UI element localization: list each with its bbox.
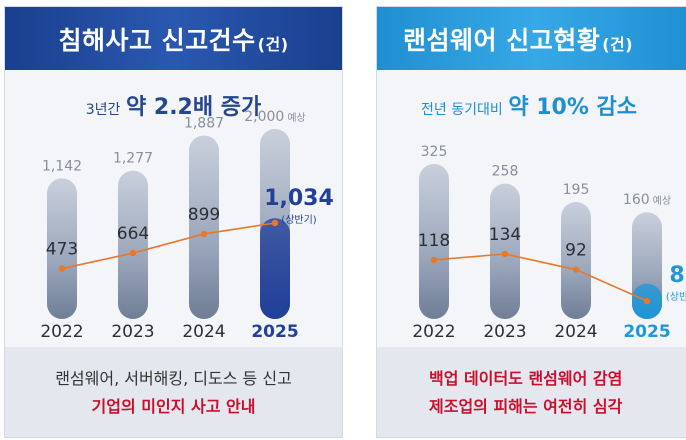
category-label-2024: 2024 (554, 322, 597, 342)
expected-note: 예상 (653, 195, 671, 207)
summary-text: 3년간 약 2.2배 증가 (5, 89, 342, 121)
panel-header: 랜섬웨어 신고현황 (건) (377, 7, 686, 70)
ransomware-chart: 325 2022 258 2023 195 2024 160 예상 2025 118 134 92 8 (… (412, 144, 686, 342)
value-label-2025: 1,034 (264, 186, 334, 211)
category-label-2023: 2023 (111, 322, 154, 342)
bar-value-2025 (260, 218, 290, 319)
value-label-2022: 118 (418, 231, 450, 251)
value-point-2023 (129, 249, 137, 257)
period-note: (상반 (666, 291, 686, 303)
bar-total-2023 (118, 170, 148, 319)
value-label-2024: 92 (565, 241, 587, 261)
value-label-2023: 134 (489, 225, 521, 245)
panel-footer: 랜섬웨어, 서버해킹, 디도스 등 신고 기업의 미인지 사고 안내 (5, 347, 342, 437)
value-label-2024: 899 (188, 205, 220, 225)
footer-line-2: 기업의 미인지 사고 안내 (91, 397, 256, 416)
panel-title: 침해사고 신고건수 (58, 25, 256, 55)
value-line (61, 222, 276, 270)
value-label-2025: 8 (669, 263, 684, 288)
summary-prefix: 전년 동기대비 (421, 102, 503, 118)
incident-chart: 1,142 2022 1,277 2023 1,887 2024 2,000 예상 2025 47… (40, 109, 334, 342)
expected-note: 예상 (287, 112, 305, 124)
total-label-2023: 258 (492, 164, 519, 180)
category-label-2025: 2025 (251, 322, 298, 342)
total-label-2024: 1,887 (184, 115, 224, 131)
incident-reports-panel: 침해사고 신고건수 (건) 3년간 약 2.2배 증가 1,142 2022 1,2… (4, 6, 343, 438)
bar-total-2022 (419, 164, 449, 319)
bar-total-2024 (189, 135, 219, 319)
ransomware-reports-panel: 랜섬웨어 신고현황 (건) 전년 동기대비 약 10% 감소 325 2022 25… (376, 6, 686, 438)
category-label-2022: 2022 (412, 322, 455, 342)
total-label-2022: 1,142 (42, 158, 82, 174)
period-note: (상반기) (281, 214, 317, 226)
value-point-2022 (430, 256, 438, 264)
total-label-2025: 2,000 예상 (244, 109, 306, 125)
footer-line-1: 랜섬웨어, 서버해킹, 디도스 등 신고 (55, 369, 292, 388)
value-point-2023 (501, 250, 509, 258)
value-point-2025 (271, 219, 279, 227)
value-label-2022: 473 (46, 240, 78, 260)
footer-line-2: 제조업의 피해는 여전히 심각 (429, 397, 623, 416)
panel-header: 침해사고 신고건수 (건) (5, 7, 342, 70)
summary-prefix: 3년간 (85, 102, 121, 118)
value-line (433, 253, 648, 302)
bar-total-2024 (561, 202, 591, 319)
unit-label: (건) (602, 34, 634, 54)
value-point-2025 (643, 297, 651, 305)
panel-footer: 백업 데이터도 랜섬웨어 감염 제조업의 피해는 여전히 심각 (377, 347, 686, 437)
unit-label: (건) (257, 34, 289, 54)
total-label-2022: 325 (421, 144, 448, 160)
category-label-2025: 2025 (623, 322, 670, 342)
category-label-2023: 2023 (483, 322, 526, 342)
summary-text: 전년 동기대비 약 10% 감소 (421, 89, 686, 121)
total-label-2024: 195 (563, 182, 590, 198)
value-point-2024 (200, 230, 208, 238)
category-label-2022: 2022 (40, 322, 83, 342)
value-label-2023: 664 (117, 224, 149, 244)
panel-title: 랜섬웨어 신고현황 (403, 25, 601, 55)
value-point-2024 (572, 266, 580, 273)
category-label-2024: 2024 (182, 322, 225, 342)
value-point-2022 (58, 265, 66, 272)
summary-main: 약 2.2배 증가 (125, 95, 262, 120)
bar-total-2022 (47, 178, 77, 319)
total-label-2023: 1,277 (113, 151, 153, 167)
summary-main: 약 10% 감소 (508, 95, 638, 120)
total-label-2025: 160 예상 (623, 192, 671, 208)
footer-line-1: 백업 데이터도 랜섬웨어 감염 (429, 369, 623, 388)
